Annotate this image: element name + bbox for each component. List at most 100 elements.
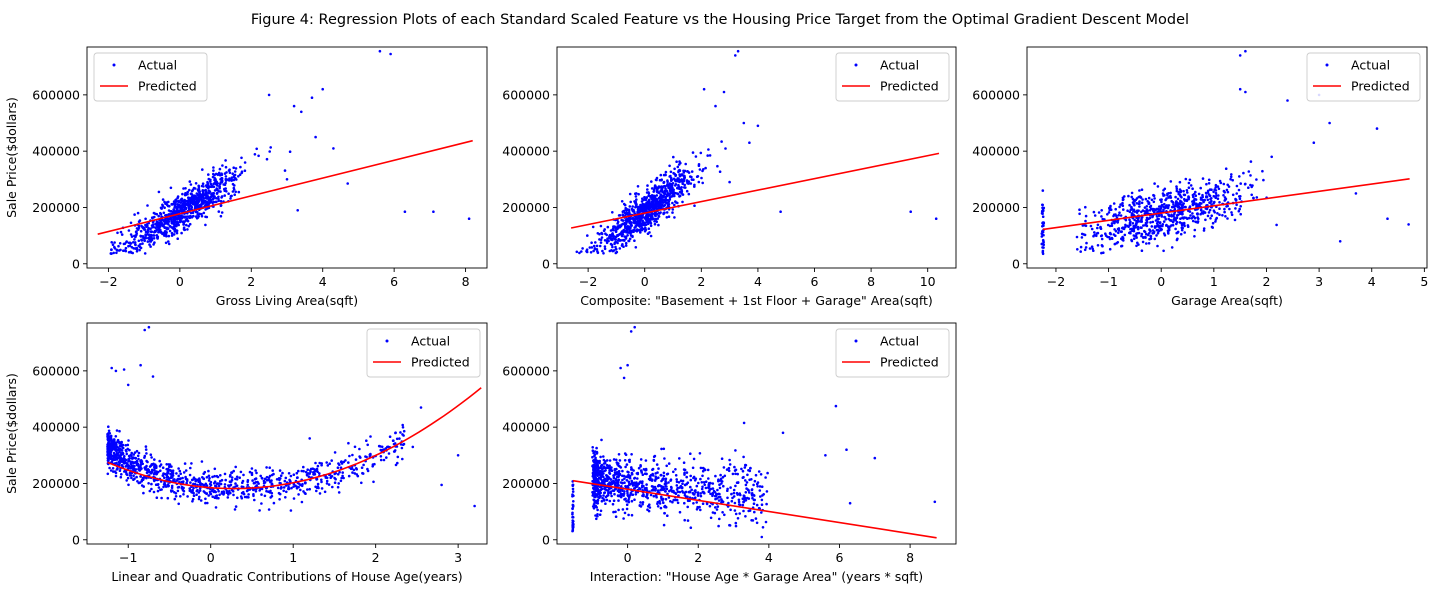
data-point: [1386, 217, 1389, 220]
data-point: [1117, 213, 1120, 217]
data-point: [603, 487, 606, 491]
data-point: [220, 172, 223, 175]
data-point: [177, 485, 181, 489]
data-point: [621, 478, 624, 482]
data-point: [656, 505, 660, 508]
data-point: [598, 513, 602, 516]
data-point: [1083, 248, 1087, 252]
data-point: [173, 206, 176, 209]
data-point: [223, 483, 227, 486]
data-point: [194, 215, 198, 218]
data-point: [663, 211, 666, 214]
data-point: [1142, 236, 1145, 239]
data-point: [220, 478, 224, 482]
data-point: [622, 245, 625, 248]
data-point: [750, 492, 754, 495]
data-point: [1226, 217, 1229, 220]
data-point: [140, 235, 144, 238]
data-point: [692, 493, 695, 496]
data-point: [1166, 193, 1169, 197]
data-point: [595, 466, 598, 470]
data-point: [1244, 49, 1247, 53]
data-point: [653, 220, 656, 223]
data-point: [618, 247, 622, 250]
data-point: [1110, 222, 1114, 225]
data-point: [634, 493, 638, 496]
data-point: [143, 456, 146, 459]
data-point: [118, 442, 121, 445]
data-point: [1238, 54, 1242, 57]
data-point: [1176, 197, 1180, 201]
data-point: [196, 188, 200, 191]
data-point: [684, 490, 688, 494]
data-point: [1135, 236, 1138, 239]
data-point: [194, 182, 198, 185]
data-point: [740, 467, 743, 471]
data-point: [606, 237, 609, 240]
data-point: [200, 196, 203, 200]
data-point: [1106, 213, 1109, 216]
data-point: [142, 491, 145, 495]
data-point: [744, 491, 748, 494]
data-point: [1153, 197, 1156, 200]
data-point: [325, 479, 329, 483]
data-point: [125, 472, 128, 476]
data-point: [118, 242, 122, 245]
data-point: [704, 486, 708, 490]
data-point: [685, 180, 689, 183]
data-point: [650, 485, 654, 488]
data-point: [210, 185, 214, 189]
data-point: [752, 494, 756, 497]
data-point: [612, 228, 615, 232]
data-point: [1080, 236, 1084, 239]
data-point: [675, 498, 679, 502]
data-point: [644, 228, 648, 231]
data-point: [674, 184, 677, 187]
y-tick-label: 0: [542, 256, 550, 271]
data-point: [662, 180, 666, 184]
data-point: [600, 438, 603, 442]
data-point: [165, 222, 168, 225]
data-point: [394, 431, 397, 435]
data-point: [220, 177, 224, 180]
data-point: [1152, 230, 1156, 234]
data-point: [333, 481, 337, 485]
data-point: [1185, 199, 1189, 202]
data-point: [590, 246, 594, 249]
x-tick-label: 8: [462, 274, 470, 289]
x-tick-label: 4: [765, 550, 773, 565]
data-point: [304, 470, 308, 474]
data-point: [269, 489, 272, 493]
data-point: [369, 453, 372, 457]
data-point: [672, 498, 675, 502]
data-point: [659, 488, 662, 492]
data-point: [155, 496, 159, 500]
data-point: [625, 211, 629, 215]
data-point: [204, 223, 207, 227]
y-tick-label: 0: [1012, 256, 1020, 271]
data-point: [671, 201, 674, 205]
data-point: [702, 481, 706, 484]
data-point: [190, 197, 193, 200]
x-tick-label: 3: [454, 550, 462, 565]
data-point: [657, 200, 661, 204]
data-point: [609, 242, 613, 246]
data-point: [270, 491, 274, 495]
data-point: [371, 465, 375, 468]
data-point: [1167, 213, 1170, 216]
data-point: [150, 456, 153, 459]
data-point: [1215, 194, 1218, 197]
data-point: [235, 475, 239, 479]
data-point: [234, 482, 237, 485]
data-point: [759, 473, 763, 476]
data-point: [297, 469, 300, 473]
data-point: [159, 488, 162, 492]
data-point: [1150, 225, 1154, 228]
data-point: [1100, 215, 1103, 218]
data-point: [207, 196, 210, 199]
y-axis-label: Sale Price($dollars): [4, 373, 19, 494]
data-point: [631, 493, 635, 497]
data-point: [400, 446, 404, 450]
data-point: [306, 488, 309, 491]
data-point: [178, 218, 182, 222]
